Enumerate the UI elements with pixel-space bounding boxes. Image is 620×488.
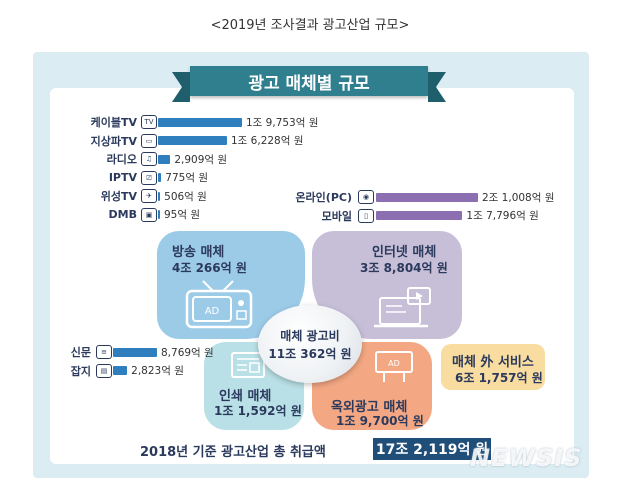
broadcast-medium-label: IPTV [108,171,137,184]
chart-caption: <2019년 조사결과 광고산업 규모> [210,18,410,33]
broadcast-value: 4조 266억 원 [172,261,247,275]
broadcast-medium-bar [158,136,227,145]
total-label: 2018년 기준 광고산업 총 취급액 [140,445,326,460]
broadcast-medium-row: 케이블TV TV 1조 9,753억 원 [0,115,620,129]
chart-title: 광고 매체별 규모 [248,73,370,94]
broadcast-medium-value: 2,909억 원 [174,153,228,166]
outdoor-value: 1조 9,700억 원 [336,414,424,428]
chart-title-ribbon: 광고 매체별 규모 [172,66,446,102]
center-title: 매체 광고비 [280,329,340,343]
radio-icon: ♫ [141,152,157,166]
mobile-tv-icon: ▣ [141,207,157,222]
svg-text:AD: AD [205,306,220,317]
total-media-ad-spend-circle: 매체 광고비 11조 362억 원 [258,305,362,383]
broadcast-medium-bar [158,173,162,182]
internet-laptop-illustration [374,287,431,328]
print-medium-label: 잡지 [70,364,91,378]
internet-medium-bar [376,192,478,202]
broadcast-medium-row: DMB ▣ 95억 원 [0,207,620,222]
iptv-icon: ⎚ [141,170,157,185]
broadcast-medium-value: 775억 원 [165,172,208,184]
broadcast-medium-label: 케이블TV [90,116,137,129]
broadcast-medium-bar [158,117,242,127]
total-value-box: 17조 2,119억 원 [373,438,491,460]
tv-icon: TV [141,115,157,129]
broadcast-medium-row: 라디오 ♫ 2,909억 원 [0,152,620,166]
broadcast-medium-row: IPTV ⎚ 775억 원 [0,170,620,185]
internet-value: 3조 8,804억 원 [360,261,448,275]
non-media-service-value: 6조 1,757억 원 [455,371,543,385]
internet-medium-value: 2조 1,008억 원 [482,191,555,204]
satellite-icon: ✈ [141,189,157,203]
print-medium-value: 2,823억 원 [131,365,184,377]
broadcast-medium-label: 지상파TV [90,134,137,148]
non-media-service-bubble [441,344,545,390]
outdoor-title: 옥외광고 매체 [331,400,408,415]
monitor-icon: ◉ [358,190,374,204]
newspaper-icon: ≡ [96,345,112,359]
internet-medium-bar [376,211,463,220]
smartphone-icon: ▯ [358,208,374,223]
broadcast-medium-bar [158,210,160,219]
broadcast-medium-value: 95억 원 [164,209,201,221]
broadcast-tv-illustration: AD [185,280,253,329]
print-medium-value: 8,769억 원 [161,346,214,359]
magazine-icon: ▤ [96,363,112,378]
broadcast-medium-label: 라디오 [106,153,137,166]
broadcast-medium-label: DMB [108,208,137,221]
svg-text:AD: AD [388,359,400,368]
internet-medium-value: 1조 7,796억 원 [466,210,539,222]
internet-medium-row: 모바일 ▯ 1조 7,796억 원 [0,208,620,223]
broadcast-medium-value: 1조 6,228억 원 [231,135,304,147]
broadcast-medium-value: 1조 9,753억 원 [246,116,319,129]
broadcast-medium-row: 지상파TV ▭ 1조 6,228억 원 [0,133,620,148]
newsis-watermark: NEWSIS [470,444,583,472]
print-medium-bar [113,366,128,375]
outdoor-billboard-illustration: AD [375,351,413,382]
total-value: 17조 2,119억 원 [375,442,489,458]
print-newspaper-illustration [231,352,265,378]
broadcast-medium-label: 위성TV [100,190,137,203]
antenna-tv-icon: ▭ [141,133,157,148]
print-medium-label: 신문 [70,346,91,359]
print-medium-row: 잡지 ▤ 2,823억 원 [0,363,620,378]
broadcast-medium-row: 위성TV ✈ 506억 원 [0,189,620,203]
print-value: 1조 1,592억 원 [214,404,302,418]
internet-medium-label: 온라인(PC) [295,191,352,204]
print-medium-row: 신문 ≡ 8,769억 원 [0,345,620,359]
broadcast-title: 방송 매체 [172,245,225,260]
internet-medium-row: 온라인(PC) ◉ 2조 1,008억 원 [0,190,620,204]
internet-medium-label: 모바일 [321,209,352,223]
print-title: 인쇄 매체 [219,389,272,404]
non-media-service-title: 매체 外 서비스 [452,355,534,370]
print-medium-bar [113,347,157,357]
internet-title: 인터넷 매체 [372,245,437,260]
broadcast-medium-bar [158,154,171,164]
broadcast-medium-bar [158,191,161,201]
center-value: 11조 362억 원 [268,347,352,361]
broadcast-medium-value: 506억 원 [164,190,207,203]
